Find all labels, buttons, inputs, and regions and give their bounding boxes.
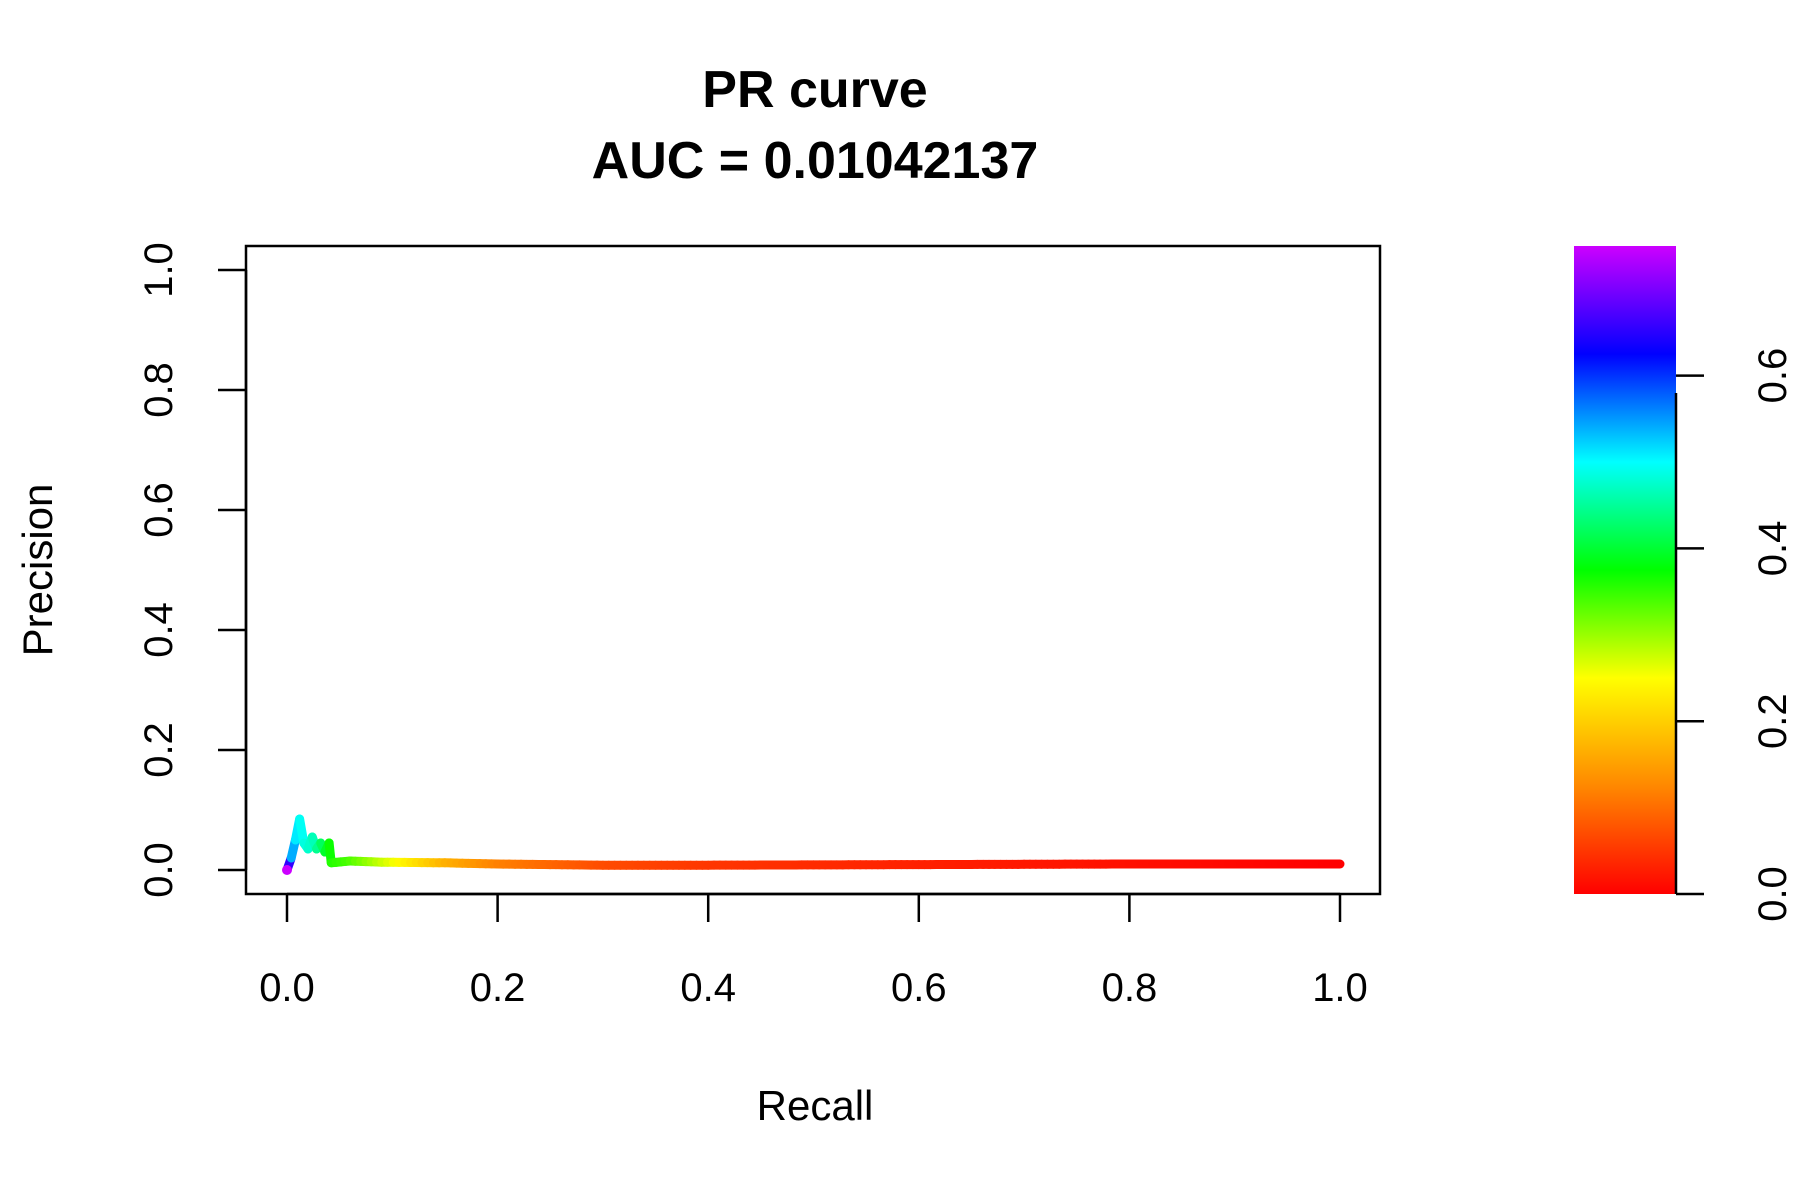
- y-tick-label: 0.4: [137, 602, 181, 658]
- y-axis-label: Precision: [14, 484, 61, 657]
- plot-frame: [244, 244, 1382, 896]
- x-tick-label: 0.4: [680, 966, 736, 1010]
- y-tick-label: 0.2: [137, 722, 181, 778]
- y-axis-ticks: 0.0 0.2 0.4 0.6 0.8 1.0: [137, 242, 246, 898]
- x-tick-label: 0.8: [1102, 966, 1158, 1010]
- x-tick-label: 0.6: [891, 966, 947, 1010]
- chart-subtitle: AUC = 0.01042137: [592, 132, 1039, 190]
- colorbar-tick-label: 0.2: [1751, 693, 1795, 749]
- x-tick-label: 0.0: [259, 966, 315, 1010]
- y-tick-label: 0.8: [137, 362, 181, 418]
- x-tick-label: 0.2: [470, 966, 526, 1010]
- colorbar-tick-label: 0.4: [1751, 521, 1795, 577]
- colorbar-tick-label: 0.6: [1751, 348, 1795, 404]
- x-axis-ticks: 0.0 0.2 0.4 0.6 0.8 1.0: [259, 894, 1368, 1010]
- y-tick-label: 1.0: [137, 242, 181, 298]
- y-tick-label: 0.0: [137, 842, 181, 898]
- x-tick-label: 1.0: [1312, 966, 1368, 1010]
- pr-curve-start-point: [282, 865, 292, 875]
- x-axis-label: Recall: [757, 1082, 874, 1129]
- chart-title: PR curve: [702, 61, 927, 119]
- colorbar-ticks: 0.0 0.2 0.4 0.6: [1676, 348, 1795, 922]
- colorbar-tick-label: 0.0: [1751, 866, 1795, 922]
- colorbar: [1574, 246, 1676, 894]
- y-tick-label: 0.6: [137, 482, 181, 538]
- pr-curve-series: [282, 814, 1345, 875]
